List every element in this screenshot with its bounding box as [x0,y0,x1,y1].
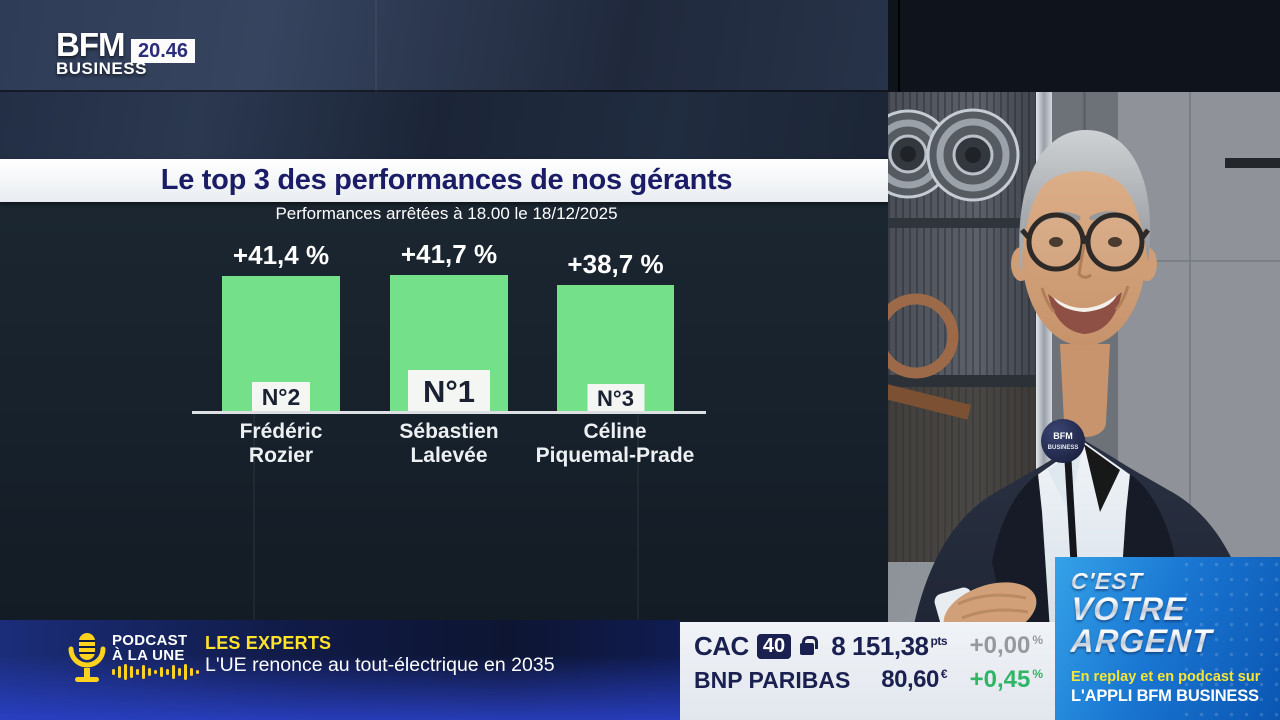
channel-logo: BFM BUSINESS [56,26,147,78]
index-value: 8 151,38 pts [831,630,947,661]
rank-badge: N°1 [408,370,490,413]
promo-subtitle: En replay et en podcast sur [1071,669,1261,685]
backdrop-top-right [888,0,1280,92]
vault-dial-icon [926,108,1020,202]
panel-seam [253,413,255,620]
rank-badge: N°2 [252,382,310,413]
copper-ring-icon [888,293,959,379]
promo-title-line: C'EST [1070,568,1280,594]
promo-app-label: L'APPLI BFM BUSINESS [1071,687,1259,705]
stock-name: BNP PARIBAS [694,666,851,693]
chart-subtitle: Performances arrêtées à 18.00 le 18/12/2… [275,204,618,223]
index-name: CAC [694,630,749,661]
bar-category-label: Céline Piquemal-Prade [535,420,695,467]
market-row-cac40: CAC 40 8 151,38 pts +0,00% [694,629,1043,663]
stock-change: +0,45% [969,666,1043,693]
chart-title: Le top 3 des performances de nos gérants [160,164,733,196]
ticker-headline: L'UE renonce au tout-électrique en 2035 [205,654,555,676]
bar-value-label: +38,7 % [567,249,664,279]
index-change: +0,00% [969,632,1043,659]
channel-logo-bfm: BFM [56,26,125,63]
chart-title-band: Le top 3 des performances de nos gérants [0,159,893,202]
podcast-label: PODCAST À LA UNE [112,632,188,664]
bar-celine-piquemal-prade: +38,7 % N°3 [557,249,674,413]
promo-panel: C'EST VOTRE ARGENT En replay et en podca… [1055,557,1280,720]
market-panel: CAC 40 8 151,38 pts +0,00% BNP PARIBAS 80… [680,622,1055,720]
studio-backdrop [0,0,888,620]
equalizer-icon [112,664,199,680]
lock-icon [800,636,819,655]
bar-value-label: +41,4 % [232,240,330,270]
bar-category-label: Sébastien Lalevée [399,420,499,467]
bar-frederic-rozier: +41,4 % N°2 [222,240,340,413]
svg-text:BFM: BFM [1053,431,1073,441]
clock: 20.46 [131,39,195,63]
rank-badge: N°3 [587,384,644,413]
index-badge: 40 [756,633,792,659]
bar-category-label: Frédéric Rozier [239,420,323,467]
bar-value-label: +41,7 % [400,239,498,269]
panel-seam [637,413,639,620]
bar-sebastien-lalevee: +41,7 % N°1 [390,239,508,413]
podcast-mic-icon [68,633,106,682]
svg-text:BUSINESS: BUSINESS [1048,445,1079,451]
chart-baseline [192,411,706,414]
promo-title-line: ARGENT [1070,623,1280,659]
panel-seam [375,0,377,92]
stock-value: 80,60 € [881,666,947,693]
market-row-bnp: BNP PARIBAS 80,60 € +0,45% [694,663,1043,697]
program-title: LES EXPERTS [205,633,332,653]
channel-logo-business: BUSINESS [56,59,147,78]
promo-title-line: VOTRE [1070,591,1280,627]
